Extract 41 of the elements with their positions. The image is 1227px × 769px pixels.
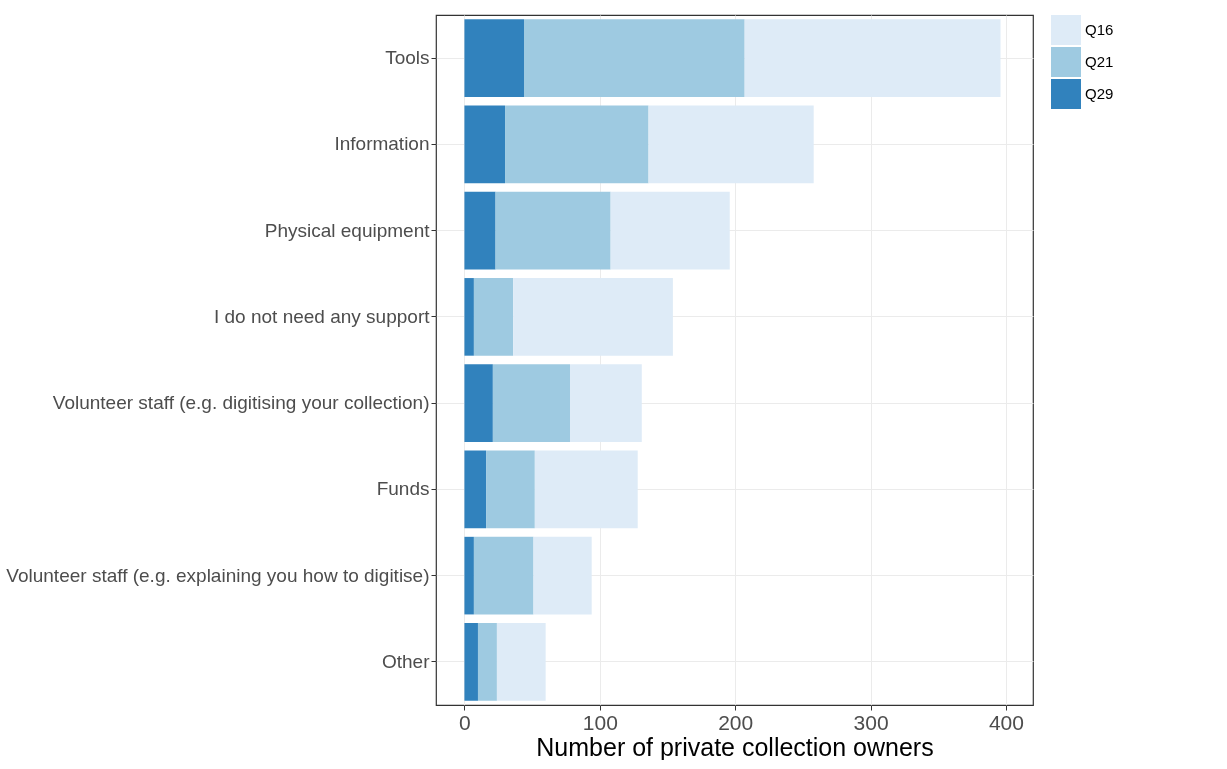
- bar: [570, 364, 642, 442]
- bar: [486, 450, 535, 529]
- x-tick-label: 100: [582, 710, 618, 734]
- x-tick-label: 200: [718, 710, 754, 734]
- bar: [473, 278, 514, 356]
- bar: [464, 364, 493, 442]
- bar: [492, 364, 571, 442]
- bar: [505, 105, 649, 184]
- x-tick-label: 0: [459, 710, 471, 734]
- bar: [610, 191, 730, 270]
- x-axis-title: Number of private collection owners: [536, 732, 934, 761]
- bar: [533, 536, 592, 615]
- bar: [464, 450, 487, 529]
- y-tick-label: Volunteer staff (e.g. digitising your collection): [52, 392, 430, 414]
- y-tick-label: Other: [381, 650, 431, 672]
- bar: [513, 278, 673, 356]
- bar: [464, 278, 474, 356]
- y-tick-label: Physical equipment: [264, 219, 431, 241]
- bar: [473, 536, 534, 615]
- bar: [464, 19, 524, 97]
- y-tick-label: Tools: [385, 47, 430, 69]
- bar: [464, 191, 496, 270]
- bar: [477, 623, 497, 701]
- bar: [523, 19, 745, 97]
- legend-label: Q21: [1085, 53, 1114, 70]
- bar: [464, 105, 506, 184]
- bar: [648, 105, 814, 184]
- legend-label: Q16: [1085, 21, 1114, 38]
- y-tick-label: Information: [334, 133, 430, 155]
- x-tick-label: 400: [988, 710, 1024, 734]
- x-tick-label: 300: [853, 710, 889, 734]
- y-tick-label: Volunteer staff (e.g. explaining you how to digitise): [6, 564, 430, 586]
- y-tick-label: I do not need any support: [214, 305, 431, 327]
- y-tick-label: Funds: [376, 478, 430, 500]
- bar: [496, 623, 546, 701]
- bar: [464, 623, 478, 701]
- bar: [534, 450, 638, 529]
- bar: [744, 19, 1001, 97]
- bar: [495, 191, 611, 270]
- bar: [464, 536, 474, 615]
- legend-label: Q29: [1085, 85, 1114, 102]
